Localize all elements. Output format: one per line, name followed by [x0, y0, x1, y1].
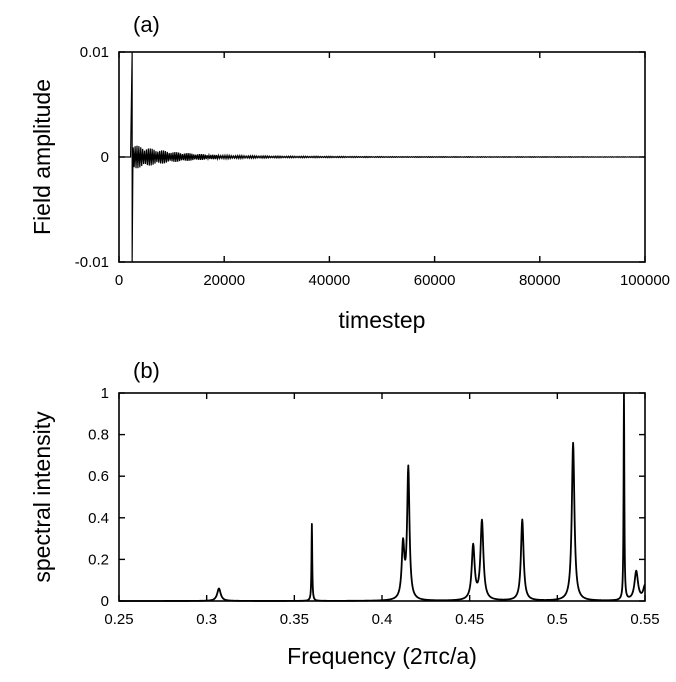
y-tick-label: 0.8 [88, 427, 109, 444]
panel-a-y-label: Field amplitude [29, 79, 55, 235]
panel-a-x-label: timestep [339, 307, 426, 333]
x-tick-label: 40000 [309, 272, 351, 289]
x-tick-label: 0.4 [372, 611, 393, 628]
y-tick-label: -0.01 [75, 254, 109, 271]
field-amplitude-trace [119, 51, 645, 263]
x-tick-label: 80000 [519, 272, 561, 289]
x-tick-label: 0.25 [104, 611, 133, 628]
panel-a-tick-labels: 0 20000 40000 60000 80000 100000 0.01 0 -0.01 [75, 44, 670, 289]
x-tick-label: 0.5 [547, 611, 568, 628]
x-tick-label: 0 [115, 272, 123, 289]
y-tick-label: 0.4 [88, 510, 109, 527]
panel-b-frame [118, 392, 646, 602]
x-tick-label: 0.55 [630, 611, 659, 628]
y-tick-label: 0 [101, 593, 109, 610]
y-tick-label: 1 [101, 385, 109, 402]
panel-b-y-label: spectral intensity [29, 411, 55, 583]
x-tick-label: 20000 [203, 272, 245, 289]
y-tick-label: 0.6 [88, 468, 109, 485]
panel-a: (a) 0 20000 40000 60000 80000 100000 0.01 0 -0.0… [29, 12, 670, 333]
panel-b-ticks [118, 392, 646, 602]
panel-b: (b) 0.25 0.3 0.35 0.4 0.45 0.5 0.5500.20.40.60… [29, 358, 660, 669]
panel-a-frame [118, 51, 646, 263]
x-tick-label: 100000 [620, 272, 670, 289]
panel-a-label: (a) [133, 12, 160, 37]
panel-b-tick-labels: 0.25 0.3 0.35 0.4 0.45 0.5 0.55 0 0.2 0.4 0.6 0.8 1 [88, 385, 659, 628]
panel-b-label: (b) [133, 358, 160, 383]
x-tick-label: 60000 [414, 272, 456, 289]
spectral-intensity-curve [118, 392, 646, 602]
y-tick-label: 0.2 [88, 551, 109, 568]
y-tick-label: 0.01 [80, 44, 109, 61]
x-tick-label: 0.35 [280, 611, 309, 628]
x-tick-label: 0.45 [455, 611, 484, 628]
panel-b-x-label: Frequency (2πc/a) [287, 643, 477, 669]
x-tick-label: 0.3 [196, 611, 217, 628]
y-tick-label: 0 [101, 149, 109, 166]
